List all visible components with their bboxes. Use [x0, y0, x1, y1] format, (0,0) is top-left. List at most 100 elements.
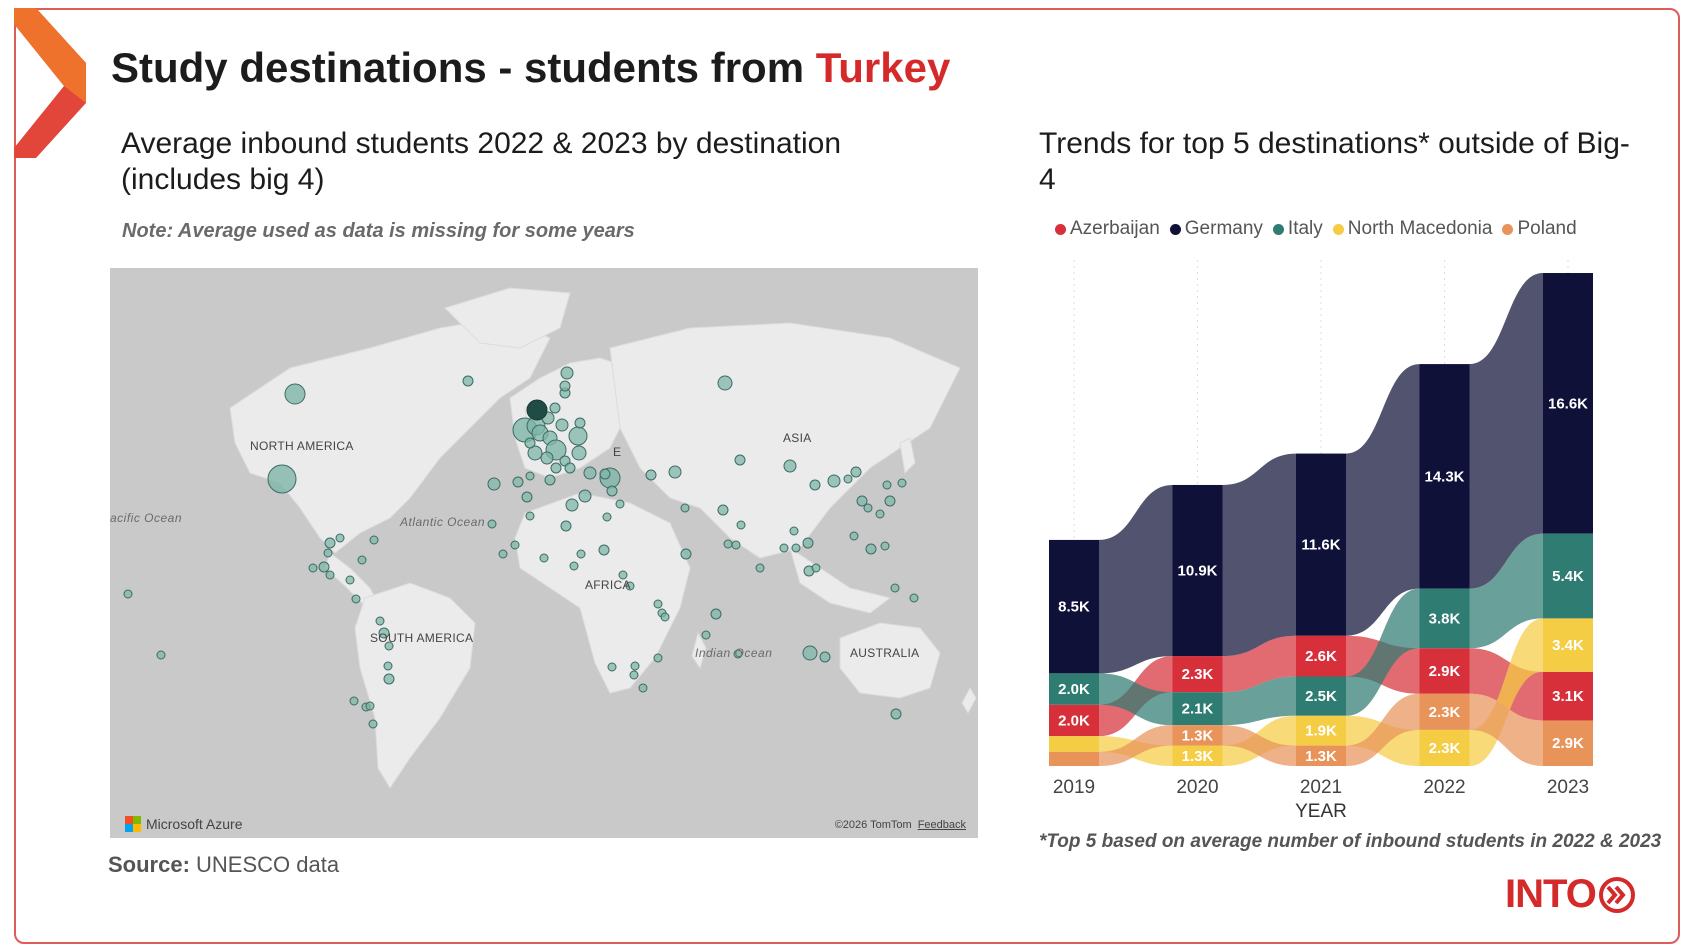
destination-bubble[interactable] [909, 593, 919, 603]
destination-bubble[interactable] [668, 465, 682, 479]
destination-bubble[interactable] [660, 612, 670, 622]
destination-bubble[interactable] [487, 519, 497, 529]
ribbon-italy[interactable] [1469, 533, 1544, 649]
legend-item[interactable]: North Macedonia [1332, 218, 1492, 240]
bar-segment-poland[interactable] [1049, 751, 1099, 766]
bar-segment-poland[interactable] [1419, 693, 1470, 730]
bar-segment-italy[interactable] [1543, 533, 1593, 619]
bar-segment-italy[interactable] [1419, 588, 1470, 649]
destination-bubble[interactable] [323, 548, 333, 558]
destination-bubble[interactable] [783, 459, 797, 473]
bar-segment-poland[interactable] [1296, 745, 1346, 766]
destination-bubble[interactable] [884, 495, 896, 507]
bar-segment-azerbaijan[interactable] [1049, 704, 1099, 737]
destination-bubble[interactable] [863, 503, 873, 513]
destination-bubble[interactable] [521, 491, 533, 503]
legend-item[interactable]: Poland [1502, 218, 1577, 240]
destination-bubble[interactable] [843, 474, 853, 484]
destination-bubble[interactable] [802, 537, 814, 549]
bar-segment-poland[interactable] [1172, 725, 1223, 746]
destination-bubble[interactable] [574, 417, 586, 429]
destination-bubble[interactable] [510, 540, 520, 550]
destination-bubble[interactable] [606, 485, 618, 497]
ribbon-germany[interactable] [1099, 484, 1173, 674]
bar-segment-azerbaijan[interactable] [1296, 635, 1346, 677]
destination-bubble[interactable] [462, 375, 474, 387]
destination-bubble[interactable] [734, 454, 746, 466]
bar-segment-italy[interactable] [1172, 692, 1223, 726]
destination-bubble[interactable] [369, 535, 379, 545]
ribbon-italy[interactable] [1222, 676, 1297, 726]
destination-bubble[interactable] [850, 466, 862, 478]
destination-bubble[interactable] [564, 462, 576, 474]
ribbon-poland[interactable] [1222, 725, 1297, 766]
destination-bubble[interactable] [789, 526, 799, 536]
destination-bubble[interactable] [827, 474, 841, 488]
destination-bubble[interactable] [284, 383, 306, 405]
destination-bubble[interactable] [384, 641, 394, 651]
destination-bubble[interactable] [383, 673, 395, 685]
destination-bubble[interactable] [890, 583, 900, 593]
destination-bubble[interactable] [779, 543, 789, 553]
destination-bubble[interactable] [123, 589, 133, 599]
bar-segment-north-macedonia[interactable] [1543, 618, 1593, 672]
destination-bubble[interactable] [710, 608, 722, 620]
destination-bubble[interactable] [856, 495, 868, 507]
destination-bubble[interactable] [802, 645, 818, 661]
destination-bubble[interactable] [875, 509, 885, 519]
destination-bubble[interactable] [576, 549, 586, 559]
destination-bubble[interactable] [524, 437, 536, 449]
bar-segment-poland[interactable] [1543, 720, 1593, 766]
destination-bubble[interactable] [897, 478, 907, 488]
destination-bubble[interactable] [498, 549, 508, 559]
destination-bubble[interactable] [578, 489, 592, 503]
destination-bubble[interactable] [357, 555, 367, 565]
destination-bubble[interactable] [559, 380, 571, 392]
legend-item[interactable]: Germany [1169, 218, 1263, 240]
bar-segment-azerbaijan[interactable] [1419, 648, 1470, 694]
destination-bubble[interactable] [865, 543, 877, 555]
destination-bubble[interactable] [378, 627, 390, 639]
destination-bubble[interactable] [383, 661, 393, 671]
destination-bubble[interactable] [630, 661, 640, 671]
destination-bubble[interactable] [717, 504, 729, 516]
destination-bubble[interactable] [618, 570, 628, 580]
destination-bubble[interactable] [368, 719, 378, 729]
destination-bubble[interactable] [487, 477, 501, 491]
destination-bubble[interactable] [539, 553, 549, 563]
destination-bubble[interactable] [809, 479, 821, 491]
destination-bubble[interactable] [607, 662, 617, 672]
destination-bubble[interactable] [791, 543, 801, 553]
destination-bubble[interactable] [701, 630, 711, 640]
destination-bubble[interactable] [849, 531, 859, 541]
destination-bubble[interactable] [512, 476, 524, 488]
destination-bubble[interactable] [308, 563, 318, 573]
destination-bubble[interactable] [550, 462, 562, 474]
ribbon-italy[interactable] [1099, 673, 1173, 726]
destination-bubble[interactable] [375, 616, 385, 626]
destination-bubble[interactable] [598, 544, 610, 556]
bar-segment-north-macedonia[interactable] [1049, 736, 1099, 752]
destination-bubble[interactable] [629, 670, 639, 680]
bar-segment-germany[interactable] [1049, 539, 1099, 674]
ribbon-poland[interactable] [1346, 693, 1420, 766]
bar-segment-germany[interactable] [1296, 453, 1346, 636]
ribbon-germany[interactable] [1469, 273, 1544, 589]
destination-bubble[interactable] [602, 512, 612, 522]
legend-item[interactable]: Azerbaijan [1055, 218, 1160, 240]
destination-bubble[interactable] [571, 445, 587, 461]
destination-bubble[interactable] [549, 402, 561, 414]
destination-bubble[interactable] [882, 480, 892, 490]
destination-bubble[interactable] [560, 520, 572, 532]
bar-segment-north-macedonia[interactable] [1419, 729, 1470, 766]
destination-bubble[interactable] [156, 650, 166, 660]
destination-bubble[interactable] [540, 451, 554, 465]
destination-map[interactable]: NORTH AMERICA SOUTH AMERICA AFRICA ASIA … [110, 268, 978, 838]
destination-bubble[interactable] [723, 539, 733, 549]
destination-bubble[interactable] [645, 469, 657, 481]
bar-segment-north-macedonia[interactable] [1172, 745, 1223, 766]
destination-bubble[interactable] [351, 594, 361, 604]
bar-segment-germany[interactable] [1543, 273, 1593, 534]
ribbon-poland[interactable] [1099, 725, 1173, 766]
bar-segment-italy[interactable] [1296, 676, 1346, 716]
